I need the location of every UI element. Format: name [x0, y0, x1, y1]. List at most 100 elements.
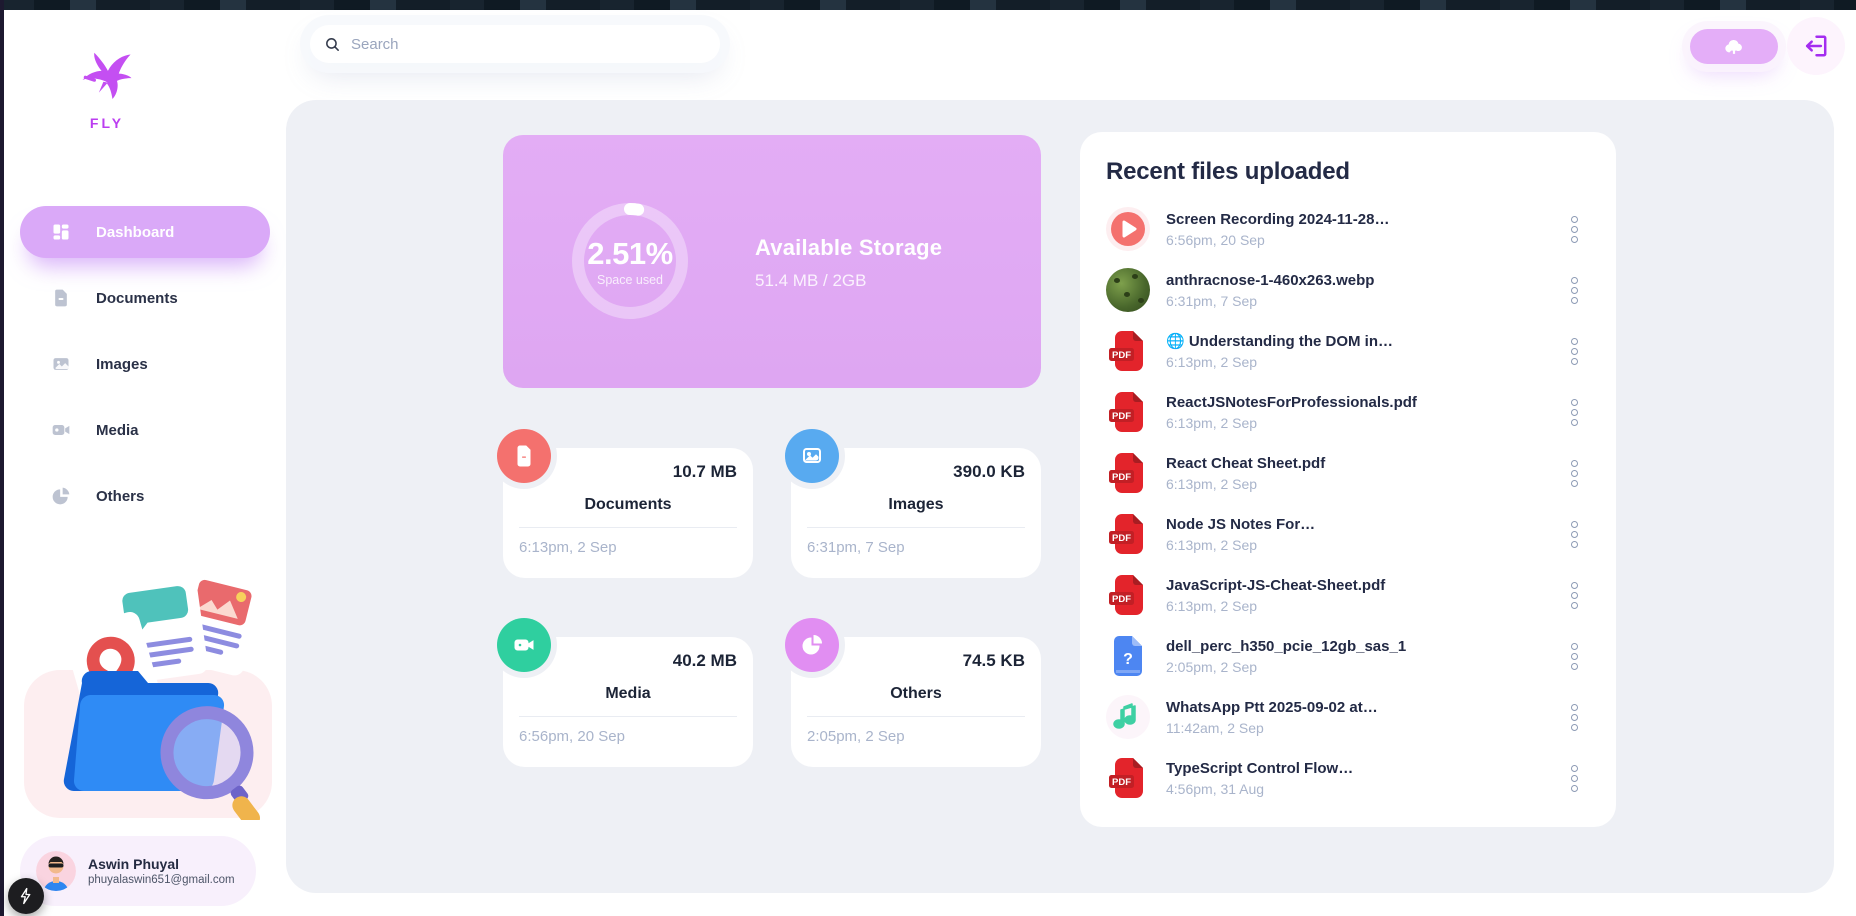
file-name: React Cheat Sheet.pdf: [1166, 454, 1326, 472]
images-stat-card: 390.0 KB Images 6:31pm, 7 Sep: [785, 429, 1041, 578]
file-options-button[interactable]: [1567, 454, 1582, 493]
user-name: Aswin Phuyal: [88, 856, 180, 872]
file-time: 11:42am, 2 Sep: [1166, 719, 1264, 736]
sidebar-item-label: Images: [96, 355, 148, 373]
pie-chart-icon: [50, 485, 72, 507]
file-row[interactable]: anthracnose-1-460x263.webp 6:31pm, 7 Sep: [1106, 268, 1588, 312]
file-row[interactable]: PDF 🌐 Understanding the DOM in… 6:13pm, …: [1106, 329, 1588, 373]
search-icon: [326, 37, 339, 51]
pdf-file-icon: PDF: [1106, 756, 1150, 800]
folder-illustration: [24, 555, 274, 820]
recent-files-card: Recent files uploaded Screen Recording 2…: [1080, 132, 1616, 827]
media-stat-card: 40.2 MB Media 6:56pm, 20 Sep: [497, 618, 753, 767]
stat-label: Media: [605, 685, 651, 702]
top-strip: [0, 0, 1856, 10]
file-time: 6:56pm, 20 Sep: [1166, 231, 1265, 248]
file-time: 6:13pm, 2 Sep: [1166, 414, 1258, 431]
divider: [519, 527, 737, 528]
file-name: WhatsApp Ptt 2025-09-02 at…: [1166, 698, 1378, 716]
file-time: 6:13pm, 2 Sep: [1166, 597, 1258, 614]
file-options-button[interactable]: [1567, 210, 1582, 249]
documents-stat-card: 10.7 MB Documents 6:13pm, 2 Sep: [497, 429, 753, 578]
sidebar-item-documents[interactable]: Documents: [20, 272, 270, 324]
sidebar-item-label: Media: [96, 421, 139, 439]
pdf-file-icon: PDF: [1106, 573, 1150, 617]
lightning-badge[interactable]: [8, 878, 44, 914]
recent-files-title: Recent files uploaded: [1106, 158, 1350, 185]
stat-label: Images: [888, 496, 944, 513]
file-time: 2:05pm, 2 Sep: [1166, 658, 1258, 675]
sidebar-item-dashboard[interactable]: Dashboard: [20, 206, 270, 258]
file-name: ReactJSNotesForProfessionals.pdf: [1166, 393, 1417, 411]
file-row[interactable]: WhatsApp Ptt 2025-09-02 at… 11:42am, 2 S…: [1106, 695, 1588, 739]
file-row[interactable]: PDF Node JS Notes For… 6:13pm, 2 Sep: [1106, 512, 1588, 556]
lightning-bolt-icon: [20, 887, 31, 905]
pdf-file-icon: PDF: [1106, 512, 1150, 556]
pdf-file-icon: PDF: [1106, 329, 1150, 373]
file-name: Node JS Notes For…: [1166, 515, 1316, 533]
file-row[interactable]: PDF React Cheat Sheet.pdf 6:13pm, 2 Sep: [1106, 451, 1588, 495]
stat-label: Others: [890, 685, 942, 702]
others-stat-card: 74.5 KB Others 2:05pm, 2 Sep: [785, 618, 1041, 767]
upload-button[interactable]: [1690, 29, 1778, 64]
stat-label: Documents: [584, 496, 672, 513]
stat-size: 40.2 MB: [672, 651, 737, 670]
file-time: 4:56pm, 31 Aug: [1166, 780, 1265, 797]
logo: FLY: [62, 50, 152, 131]
file-time: 6:13pm, 2 Sep: [1166, 354, 1258, 370]
dashboard-grid-icon: [50, 221, 72, 243]
sidebar-item-images[interactable]: Images: [20, 338, 270, 390]
file-options-button[interactable]: [1567, 393, 1582, 432]
sidebar-item-others[interactable]: Others: [20, 470, 270, 522]
svg-text:PDF: PDF: [1112, 777, 1131, 788]
file-options-button[interactable]: [1567, 271, 1582, 310]
logout-icon: [1805, 35, 1827, 57]
file-name: dell_perc_h350_pcie_12gb_sas_1: [1166, 637, 1407, 655]
user-profile[interactable]: Aswin Phuyal phuyalaswin651@gmail.com: [20, 836, 256, 906]
unknown-file-icon: ?: [1106, 634, 1150, 678]
space-used-label: Space used: [596, 272, 664, 287]
stat-size: 74.5 KB: [962, 651, 1025, 670]
avatar: [36, 851, 76, 891]
sidebar-nav: Dashboard Documents Images Media: [4, 206, 286, 536]
file-row[interactable]: Screen Recording 2024-11-28… 6:56pm, 20 …: [1106, 207, 1588, 251]
file-name: JavaScript-JS-Cheat-Sheet.pdf: [1166, 576, 1386, 594]
others-stat-icon: [785, 618, 839, 672]
space-used-percent: 2.51%: [587, 235, 673, 271]
file-options-button[interactable]: [1567, 637, 1582, 676]
file-options-button[interactable]: [1567, 759, 1582, 798]
sidebar: FLY Dashboard Documents Images: [4, 10, 286, 916]
file-name: 🌐 Understanding the DOM in…: [1166, 333, 1394, 350]
left-strip: [0, 0, 4, 916]
file-list: Screen Recording 2024-11-28… 6:56pm, 20 …: [1106, 207, 1588, 800]
file-time: 6:13pm, 2 Sep: [1166, 536, 1258, 553]
storage-progress-ring: 2.51% Space used: [565, 196, 695, 326]
file-options-button[interactable]: [1567, 332, 1582, 371]
divider: [807, 716, 1025, 717]
available-storage-title: Available Storage: [755, 235, 943, 260]
logout-button[interactable]: [1787, 17, 1845, 75]
file-time: 6:31pm, 7 Sep: [1166, 292, 1258, 309]
sidebar-item-media[interactable]: Media: [20, 404, 270, 456]
file-options-button[interactable]: [1567, 698, 1582, 737]
file-row[interactable]: PDF JavaScript-JS-Cheat-Sheet.pdf 6:13pm…: [1106, 573, 1588, 617]
svg-text:PDF: PDF: [1112, 472, 1131, 483]
stat-size: 10.7 MB: [672, 462, 737, 481]
svg-text:PDF: PDF: [1112, 533, 1131, 544]
file-row[interactable]: PDF TypeScript Control Flow… 4:56pm, 31 …: [1106, 756, 1588, 800]
file-options-button[interactable]: [1567, 515, 1582, 554]
stat-time: 6:13pm, 2 Sep: [519, 539, 617, 556]
svg-text:PDF: PDF: [1112, 594, 1131, 605]
file-row[interactable]: ? dell_perc_h350_pcie_12gb_sas_1 2:05pm,…: [1106, 634, 1588, 678]
fly-bird-logo-icon: [82, 52, 132, 99]
file-options-button[interactable]: [1567, 576, 1582, 615]
sidebar-item-label: Documents: [96, 289, 178, 307]
search-input[interactable]: [351, 35, 706, 53]
file-time: 6:13pm, 2 Sep: [1166, 475, 1258, 492]
file-row[interactable]: PDF ReactJSNotesForProfessionals.pdf 6:1…: [1106, 390, 1588, 434]
stat-time: 6:31pm, 7 Sep: [807, 539, 905, 556]
divider: [519, 716, 737, 717]
image-icon: [50, 353, 72, 375]
user-email: phuyalaswin651@gmail.com: [88, 874, 235, 886]
